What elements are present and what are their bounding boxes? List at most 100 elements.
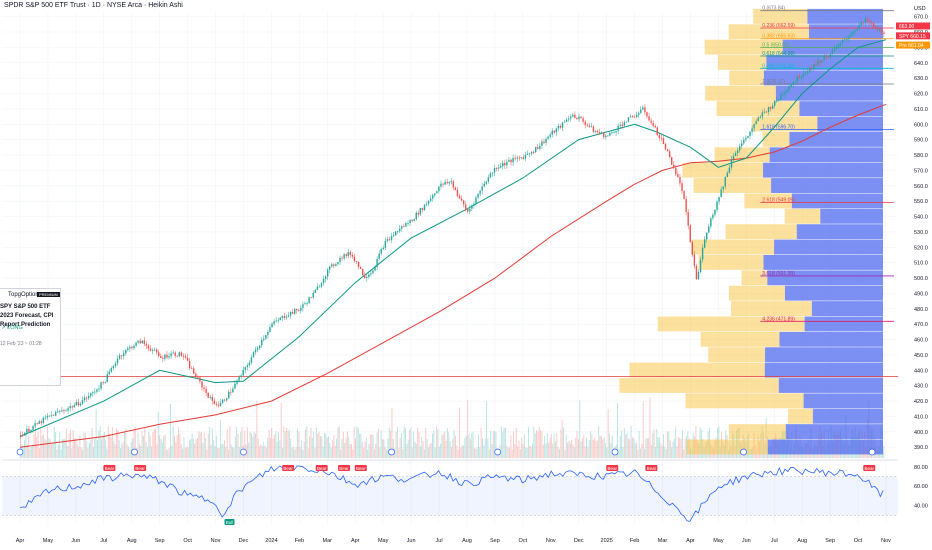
- y-tick-label: 480.0: [914, 307, 928, 313]
- idea-author[interactable]: TopgOptions: [8, 292, 42, 298]
- y-tick-label: 470.0: [914, 322, 928, 328]
- y-tick-label: 440.0: [914, 368, 928, 374]
- bear-signal-label: Bear: [135, 466, 145, 471]
- x-tick-label: Nov: [546, 538, 556, 544]
- vp-down-bar: [812, 408, 883, 424]
- volume-bar: [473, 448, 475, 458]
- fibonacci-levels[interactable]: 0 (673.84) 0.236 (662.59) 0.382 (655.63) 0.…: [760, 6, 894, 323]
- dividend-marker: [611, 448, 619, 456]
- volume-bar: [518, 440, 520, 458]
- candle-body: [813, 63, 815, 69]
- x-tick-label: Aug: [462, 538, 472, 544]
- volume-bar: [653, 429, 655, 458]
- idea-title[interactable]: SPY S&P 500 ETF 2023 Forecast, CPI Repor…: [0, 304, 54, 328]
- candle-body: [232, 388, 234, 393]
- volume-bar: [118, 439, 120, 458]
- volume-bar: [80, 447, 82, 458]
- candle-body: [250, 357, 253, 363]
- volume-bar: [618, 449, 620, 458]
- candle-body: [316, 286, 319, 290]
- volume-bar: [195, 438, 197, 458]
- candle-body: [452, 181, 455, 188]
- candle-body: [769, 107, 772, 109]
- idea-card[interactable]: TopgOptions PREMIUM SPY S&P 500 ETF 2023…: [0, 288, 61, 386]
- volume-bar: [298, 431, 300, 458]
- volume-bar: [588, 439, 590, 458]
- volume-bar: [398, 448, 400, 458]
- volume-bar: [132, 438, 134, 458]
- volume-bar: [576, 430, 578, 458]
- candle-body: [778, 99, 780, 101]
- volume-bar: [96, 440, 98, 458]
- volume-bar: [151, 446, 153, 458]
- volume-bar: [513, 431, 515, 458]
- volume-bar: [105, 439, 107, 458]
- candle-body: [572, 114, 574, 117]
- volume-bar: [199, 432, 201, 458]
- candle-body: [753, 123, 755, 129]
- candle-body: [57, 411, 59, 413]
- x-tick-label: Feb: [295, 538, 304, 544]
- candle-body: [706, 232, 708, 240]
- candle-body: [477, 193, 479, 198]
- candle-body: [726, 172, 729, 177]
- volume-bar: [479, 446, 481, 458]
- volume-bar: [371, 434, 373, 458]
- volume-bar: [529, 445, 531, 458]
- volume-bar: [413, 431, 415, 458]
- candle-body: [658, 135, 661, 138]
- candle-body: [308, 297, 310, 304]
- candle-body: [127, 348, 129, 350]
- volume-bar: [668, 431, 670, 458]
- volume-bar: [672, 441, 674, 458]
- volume-profile: [619, 8, 883, 455]
- volume-bar: [357, 428, 359, 458]
- volume-bar: [507, 447, 509, 458]
- vp-up-bar: [729, 70, 764, 86]
- vp-up-bar: [728, 285, 785, 301]
- volume-bar: [429, 444, 431, 458]
- volume-bar: [422, 441, 424, 458]
- candle-body: [644, 107, 646, 113]
- candle-body: [104, 382, 106, 383]
- fib-label-2.618: 2.618 (549.05): [762, 198, 795, 204]
- volume-bar: [376, 432, 378, 458]
- candle-body: [129, 346, 131, 349]
- candle-body: [600, 132, 603, 134]
- candle-body: [506, 161, 508, 166]
- vp-up-bar: [751, 116, 818, 132]
- volume-bar: [640, 448, 642, 458]
- candle-body: [835, 47, 838, 49]
- volume-bar: [211, 428, 213, 458]
- volume-bar: [621, 430, 623, 458]
- volume-bar: [421, 436, 423, 458]
- volume-bar: [241, 426, 243, 458]
- candle-body: [646, 112, 648, 117]
- volume-bar: [28, 436, 30, 458]
- candle-body: [446, 181, 448, 184]
- volume-bar: [202, 443, 204, 458]
- volume-bar: [295, 447, 297, 458]
- candle-body: [621, 124, 623, 126]
- volume-bar: [581, 438, 583, 458]
- candle-body: [664, 143, 667, 150]
- volume-bar: [79, 435, 81, 458]
- volume-bar: [210, 444, 212, 458]
- candle-body: [633, 116, 636, 118]
- volume-bar: [663, 434, 665, 458]
- candle-body: [497, 167, 500, 169]
- volume-bar: [395, 431, 397, 458]
- volume-bar: [440, 443, 442, 458]
- volume-bar: [450, 446, 452, 458]
- vp-up-bar: [741, 270, 768, 286]
- volume-bar: [76, 444, 78, 458]
- volume-bar: [648, 437, 650, 458]
- candle-body: [42, 417, 45, 423]
- volume-bar: [318, 431, 320, 458]
- candle-body: [203, 387, 205, 389]
- candle-body: [454, 187, 457, 190]
- volume-bar: [388, 427, 390, 458]
- event-markers[interactable]: [16, 448, 876, 456]
- bear-signal-label: Bear: [356, 466, 366, 471]
